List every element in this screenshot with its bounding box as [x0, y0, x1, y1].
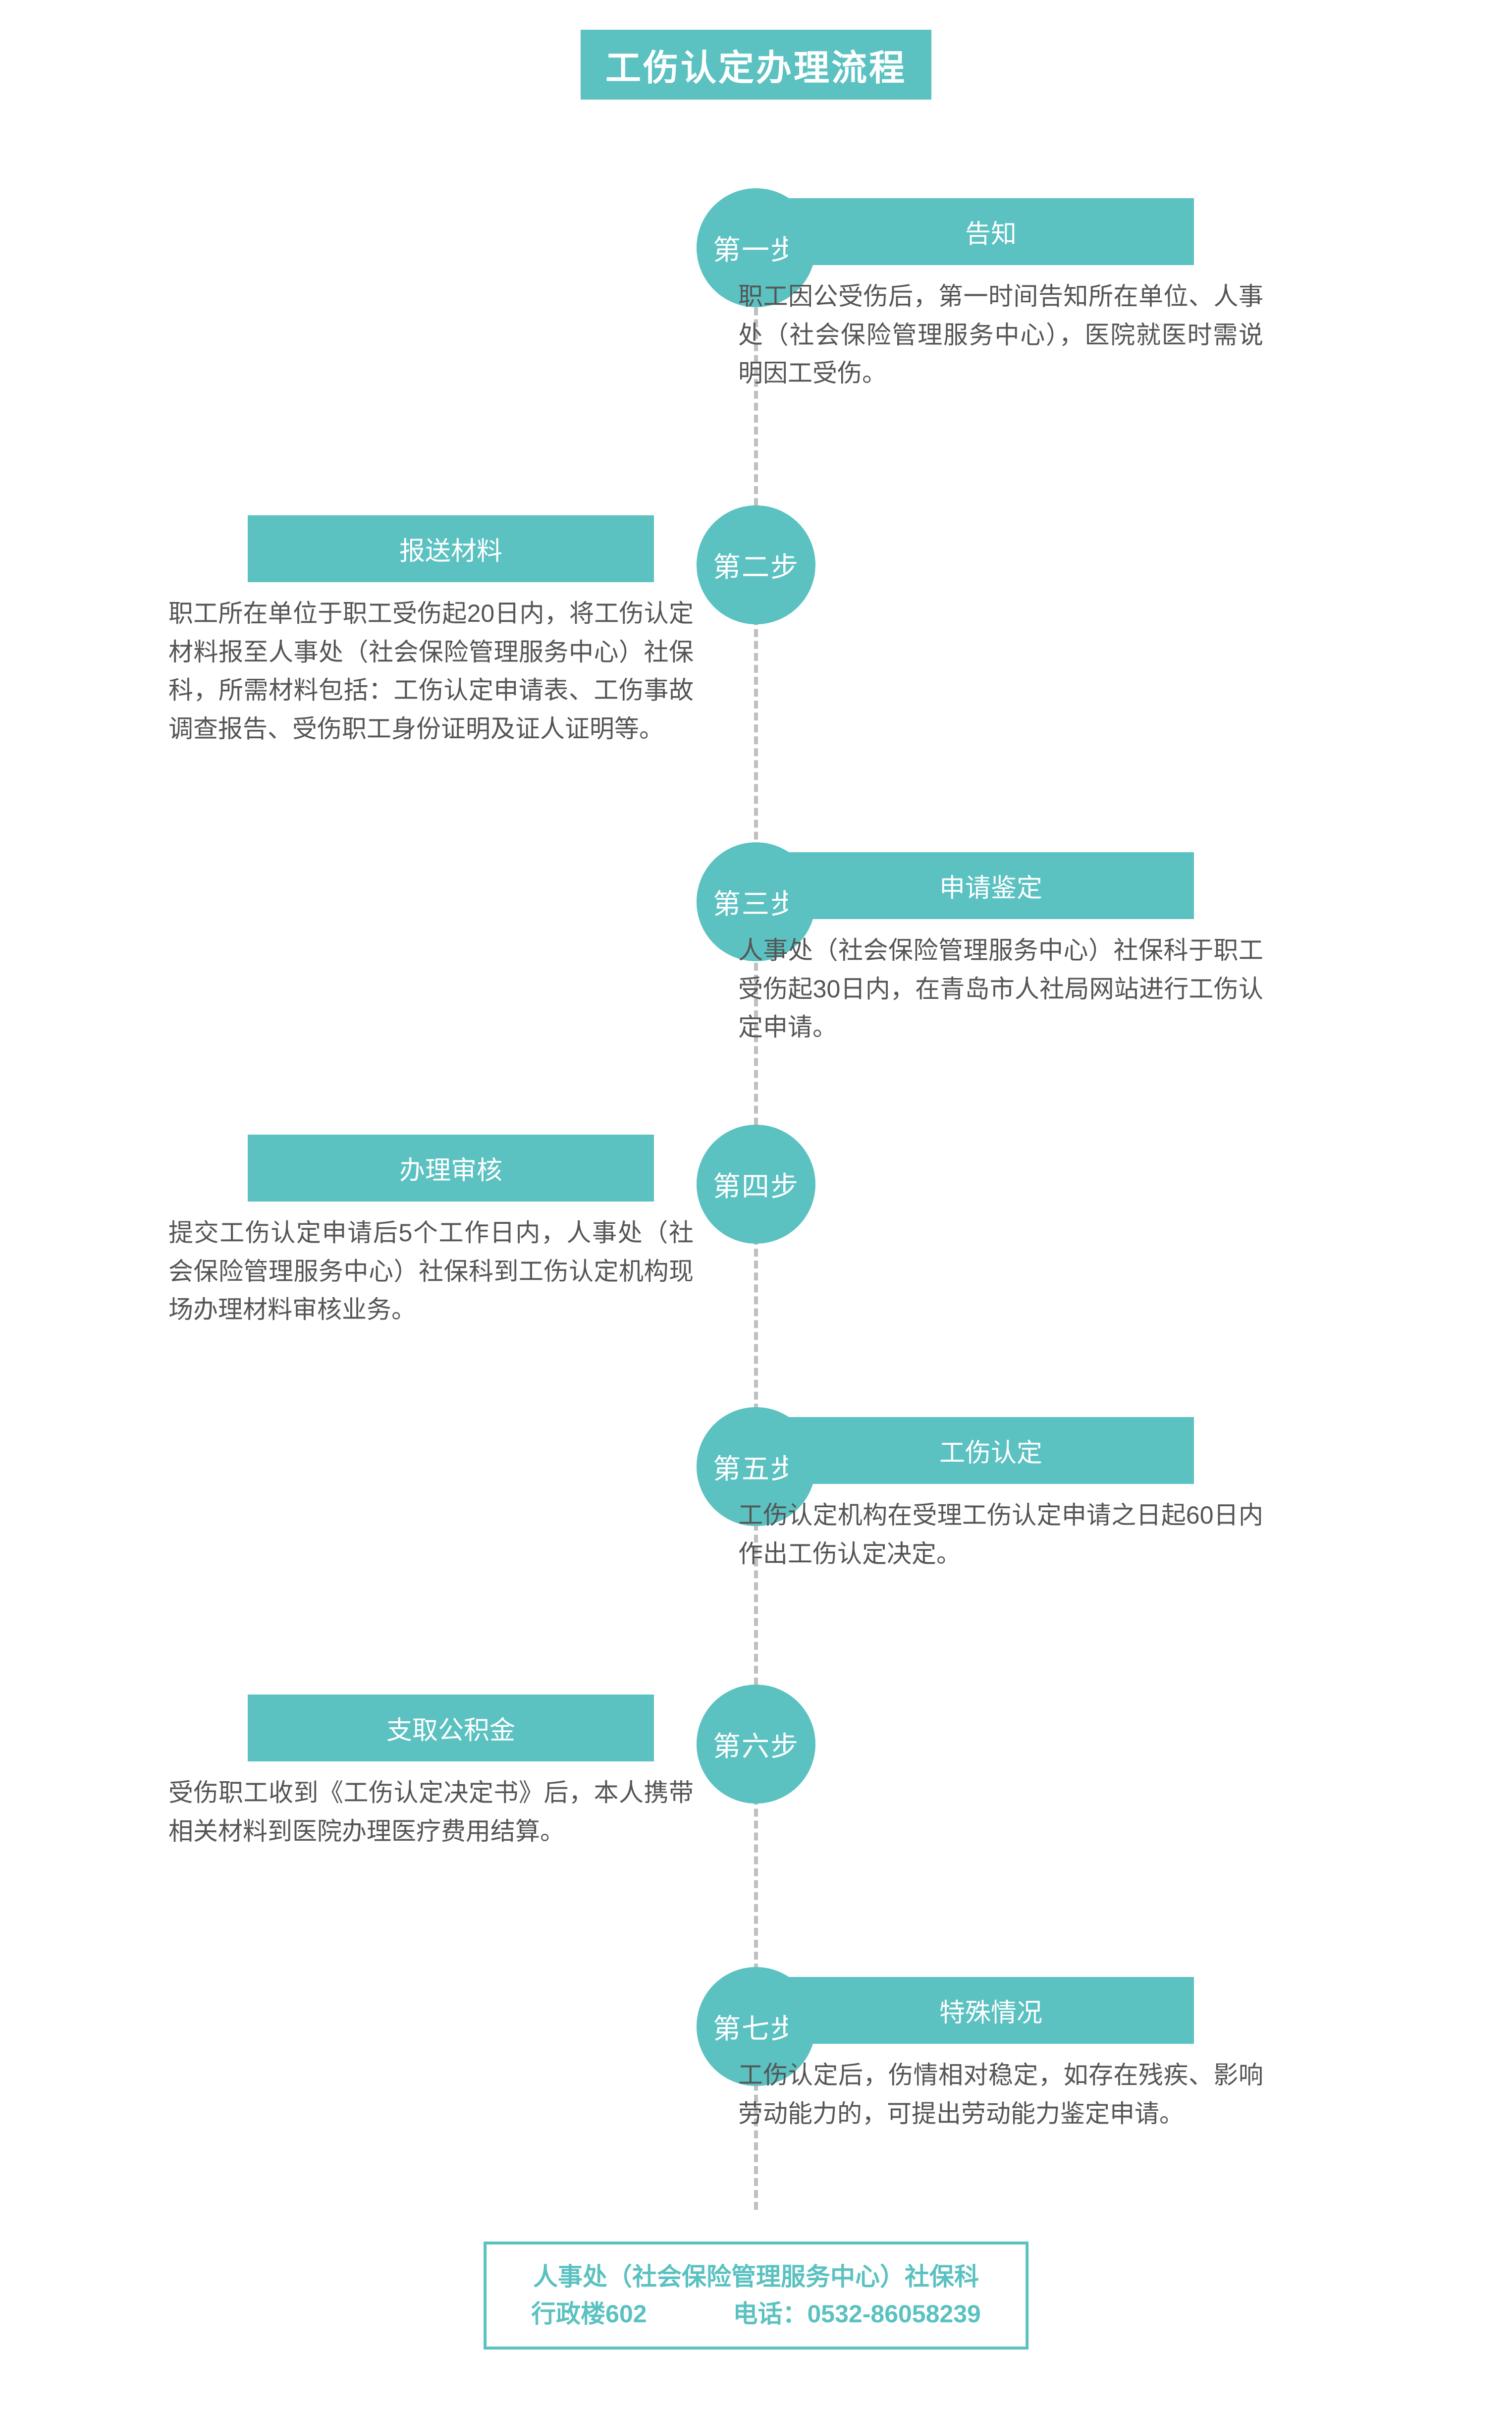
step-desc-7: 工伤认定后，伤情相对稳定，如存在残疾、影响劳动能力的，可提出劳动能力鉴定申请。	[738, 2056, 1263, 2133]
step-label-1: 告知	[788, 198, 1194, 265]
step-label-2: 报送材料	[248, 515, 654, 582]
step-circle-6: 第六步	[697, 1685, 815, 1804]
step-desc-5: 工伤认定机构在受理工伤认定申请之日起60日内作出工伤认定决定。	[738, 1496, 1263, 1573]
step-label-3: 申请鉴定	[788, 852, 1194, 919]
contact-details: 行政楼602 电话：0532-86058239	[531, 2296, 981, 2333]
contact-address: 行政楼602	[531, 2296, 647, 2333]
contact-box: 人事处（社会保险管理服务中心）社保科 行政楼602 电话：0532-860582…	[484, 2242, 1028, 2350]
step-desc-1: 职工因公受伤后，第一时间告知所在单位、人事处（社会保险管理服务中心），医院就医时…	[738, 277, 1263, 393]
step-label-4: 办理审核	[248, 1135, 654, 1202]
step-desc-2: 职工所在单位于职工受伤起20日内，将工伤认定材料报至人事处（社会保险管理服务中心…	[168, 595, 694, 748]
step-desc-4: 提交工伤认定申请后5个工作日内，人事处（社会保险管理服务中心）社保科到工伤认定机…	[168, 1214, 694, 1329]
page-title: 工伤认定办理流程	[581, 30, 931, 100]
contact-dept: 人事处（社会保险管理服务中心）社保科	[531, 2258, 981, 2296]
step-circle-2: 第二步	[697, 505, 815, 624]
step-label-7: 特殊情况	[788, 1977, 1194, 2044]
contact-phone: 电话：0532-86058239	[733, 2296, 981, 2333]
step-circle-4: 第四步	[697, 1125, 815, 1244]
step-label-5: 工伤认定	[788, 1417, 1194, 1484]
step-desc-6: 受伤职工收到《工伤认定决定书》后，本人携带相关材料到医院办理医疗费用结算。	[168, 1774, 694, 1851]
step-label-6: 支取公积金	[248, 1695, 654, 1761]
step-desc-3: 人事处（社会保险管理服务中心）社保科于职工受伤起30日内，在青岛市人社局网站进行…	[738, 931, 1263, 1047]
